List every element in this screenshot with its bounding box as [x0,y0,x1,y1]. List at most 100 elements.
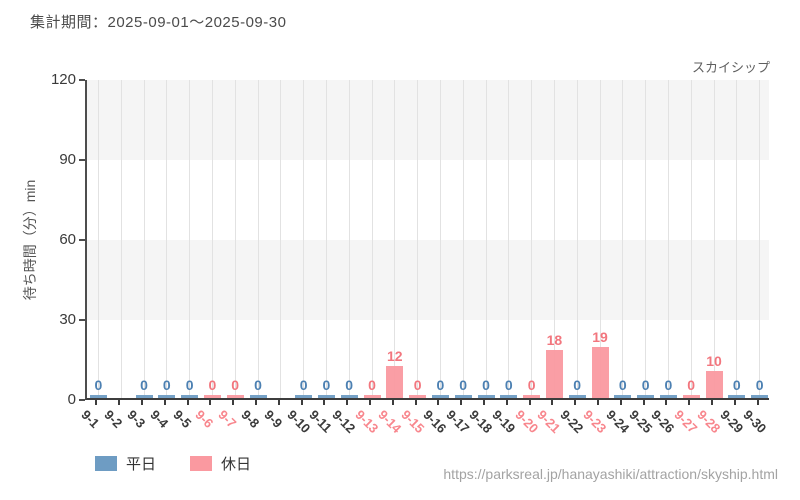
y-tick-label-30: 30 [59,311,76,328]
bar-value-label-9-23: 19 [592,329,608,346]
bar-9-22[interactable] [568,395,586,398]
bar-9-1[interactable] [89,395,107,398]
x-tick-label-9-26: 9-26 [648,407,678,437]
bar-value-label-9-20: 0 [527,377,536,393]
vertical-gridline [485,80,487,398]
bar-value-label-9-8: 0 [254,377,262,393]
x-tick-mark [209,400,212,405]
bar-9-8[interactable] [249,395,267,398]
x-tick-mark [642,400,645,405]
x-tick-mark [483,400,485,405]
x-tick-mark [323,400,326,405]
x-tick-label-9-30: 9-30 [739,407,770,437]
bar-9-20[interactable] [523,395,541,398]
vertical-gridline [667,80,669,398]
bar-9-11[interactable] [317,395,335,398]
y-tick-mark [79,319,85,321]
vertical-gridline [462,80,464,398]
bar-9-30[interactable] [751,395,769,398]
bar-9-4[interactable] [158,395,176,398]
vertical-gridline [166,80,168,398]
bar-9-15[interactable] [409,395,427,398]
x-tick-mark [141,400,143,405]
x-tick-label-9-28: 9-28 [694,407,724,437]
bar-9-19[interactable] [500,395,518,398]
bar-value-label-9-10: 0 [299,377,308,393]
x-tick-mark [733,400,736,405]
bar-9-27[interactable] [682,395,700,398]
bar-9-24[interactable] [614,395,632,398]
bar-value-label-9-24: 0 [618,377,627,393]
bar-9-10[interactable] [295,395,313,398]
bar-value-label-9-3: 0 [140,377,148,393]
x-tick-mark [551,400,554,405]
x-tick-label-9-21: 9-21 [534,407,564,437]
x-tick-label-9-4: 9-4 [147,407,172,431]
vertical-gridline [394,80,396,398]
bar-value-label-9-16: 0 [436,377,445,393]
bar-9-21[interactable] [545,350,563,398]
bar-9-28[interactable] [705,371,723,398]
vertical-gridline [690,80,692,398]
bar-9-6[interactable] [203,395,221,398]
bar-9-16[interactable] [431,395,449,398]
bar-value-label-9-4: 0 [162,377,171,393]
bar-9-14[interactable] [386,366,404,398]
x-tick-mark [277,400,280,405]
bar-9-18[interactable] [477,395,495,398]
y-tick-label-120: 120 [50,71,76,88]
x-tick-mark [665,400,668,405]
bar-value-label-9-21: 18 [546,332,563,348]
bar-value-label-9-25: 0 [641,377,650,393]
bar-9-23[interactable] [591,347,609,398]
x-tick-label-9-12: 9-12 [329,407,359,437]
vertical-gridline [417,80,419,398]
x-tick-label-9-7: 9-7 [215,407,240,431]
x-tick-label-9-25: 9-25 [625,407,656,437]
x-tick-label-9-3: 9-3 [124,407,149,431]
legend-label-holiday: 休日 [221,456,252,473]
x-tick-mark [232,400,235,405]
bar-value-label-9-22: 0 [573,377,582,393]
x-tick-mark [346,400,349,405]
y-tick-label-60: 60 [59,231,76,248]
bar-value-label-9-15: 0 [413,377,422,393]
weekday-color-swatch [95,456,117,471]
x-tick-label-9-19: 9-19 [489,407,519,437]
x-tick-mark [505,400,508,405]
bar-value-label-9-12: 0 [345,377,354,393]
x-tick-label-9-8: 9-8 [238,407,263,431]
x-tick-mark [255,400,257,405]
x-tick-mark [711,400,713,405]
y-tick-mark [79,239,85,241]
bar-9-26[interactable] [659,395,677,398]
x-tick-mark [528,400,531,405]
legend-item-holiday[interactable]: 休日 [190,453,251,474]
vertical-gridline [348,80,350,398]
plot-area: 0 0 0 0 0 0 0 0 0 0 0 12 0 0 0 0 0 0 18 0 19 0 0 0 0 10 0 0 [85,80,769,400]
bar-9-5[interactable] [181,395,199,398]
bar-value-label-9-14: 12 [387,348,403,364]
x-tick-mark [437,400,440,405]
x-tick-label-9-6: 9-6 [192,407,217,431]
bar-9-29[interactable] [728,395,746,398]
chart-legend: 平日 休日 [95,453,251,474]
bar-value-label-9-26: 0 [664,377,673,393]
bar-9-3[interactable] [135,395,153,398]
bar-9-25[interactable] [637,395,655,398]
bar-9-17[interactable] [454,395,472,398]
aggregation-period-title: 集計期間：2025-09-01～2025-09-30 [30,14,287,31]
x-tick-mark [756,400,759,405]
bar-9-12[interactable] [340,395,358,398]
bar-9-7[interactable] [226,395,244,398]
legend-item-weekday[interactable]: 平日 [95,453,156,474]
x-tick-mark [186,400,189,405]
x-tick-mark [414,400,417,405]
bar-value-label-9-19: 0 [504,377,513,393]
x-tick-mark [688,400,691,405]
bar-value-label-9-17: 0 [459,377,468,393]
vertical-gridline [280,80,282,398]
x-tick-mark [619,400,622,405]
y-tick-label-0: 0 [67,391,76,408]
bar-9-13[interactable] [363,395,381,398]
